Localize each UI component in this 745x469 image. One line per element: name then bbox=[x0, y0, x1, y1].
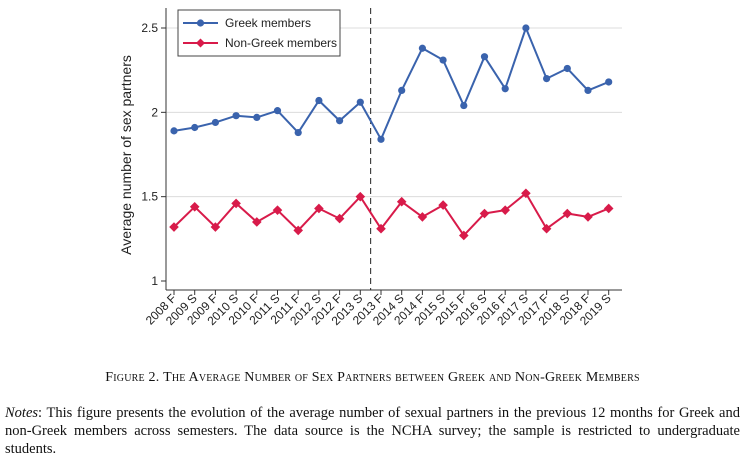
data-point-greek bbox=[315, 96, 323, 105]
data-point-nongreek bbox=[252, 217, 262, 227]
data-point-greek bbox=[398, 86, 406, 95]
caption-prefix: Figure 2. bbox=[105, 370, 160, 385]
legend-box bbox=[177, 9, 341, 57]
data-point-greek bbox=[605, 78, 613, 86]
data-point-nongreek bbox=[417, 212, 428, 222]
legend-label-nongreek: Non-Greek members bbox=[225, 36, 337, 50]
y-tick-label: 2.5 bbox=[141, 21, 158, 35]
y-axis: 1 1.5 2 2.5 bbox=[141, 8, 622, 291]
y-tick-label: 2 bbox=[151, 105, 158, 119]
y-tick-label: 1.5 bbox=[141, 190, 158, 204]
data-point-nongreek bbox=[396, 196, 407, 207]
y-tick-label: 1 bbox=[151, 274, 158, 288]
data-point-greek bbox=[563, 64, 571, 73]
data-point-nongreek bbox=[272, 205, 283, 215]
data-point-nongreek bbox=[562, 208, 573, 219]
data-point-nongreek bbox=[541, 223, 552, 234]
data-point-nongreek bbox=[293, 225, 303, 236]
data-point-nongreek bbox=[334, 213, 345, 224]
data-point-nongreek bbox=[521, 188, 531, 199]
y-axis-label: Average number of sex partners bbox=[118, 55, 134, 255]
data-point-greek bbox=[191, 123, 199, 132]
notes-text: : This figure presents the evolution of … bbox=[5, 405, 740, 457]
data-point-greek bbox=[253, 113, 261, 121]
data-point-nongreek bbox=[500, 205, 510, 215]
data-point-nongreek bbox=[376, 223, 386, 234]
caption-title: The Average Number of Sex Partners betwe… bbox=[163, 370, 640, 385]
data-point-greek bbox=[418, 44, 426, 52]
data-point-greek bbox=[356, 98, 364, 106]
data-point-nongreek bbox=[169, 222, 179, 232]
data-point-greek bbox=[377, 135, 385, 143]
data-point-nongreek bbox=[189, 201, 200, 212]
series-line-greek bbox=[173, 27, 610, 141]
data-point-greek bbox=[336, 117, 344, 125]
data-point-greek bbox=[522, 24, 530, 32]
figure-notes: Notes: This figure presents the evolutio… bbox=[5, 404, 740, 458]
data-point-nongreek bbox=[479, 208, 490, 219]
data-point-nongreek bbox=[459, 230, 469, 241]
legend: Greek members Non-Greek members bbox=[177, 9, 341, 57]
legend-marker-greek bbox=[196, 19, 205, 27]
data-point-nongreek bbox=[438, 200, 448, 210]
figure-caption: Figure 2. The Average Number of Sex Part… bbox=[0, 370, 745, 386]
data-point-greek bbox=[584, 86, 592, 95]
data-point-nongreek bbox=[603, 203, 614, 214]
legend-marker-nongreek bbox=[196, 38, 205, 48]
data-point-greek bbox=[460, 101, 468, 110]
series-group bbox=[169, 24, 614, 241]
data-point-greek bbox=[232, 112, 240, 120]
data-point-greek bbox=[294, 128, 302, 137]
legend-label-greek: Greek members bbox=[225, 16, 311, 30]
notes-label: Notes bbox=[5, 405, 39, 421]
data-point-greek bbox=[439, 56, 447, 64]
data-point-greek bbox=[170, 127, 178, 135]
data-point-greek bbox=[501, 85, 509, 93]
data-point-greek bbox=[273, 107, 282, 115]
data-point-greek bbox=[211, 118, 219, 127]
data-point-nongreek bbox=[314, 203, 324, 214]
data-point-nongreek bbox=[231, 198, 241, 209]
series-line-nongreek bbox=[173, 192, 610, 237]
data-point-nongreek bbox=[355, 191, 366, 202]
data-point-greek bbox=[543, 75, 551, 83]
data-point-nongreek bbox=[210, 222, 221, 232]
data-point-nongreek bbox=[583, 212, 593, 222]
data-point-greek bbox=[480, 53, 489, 61]
